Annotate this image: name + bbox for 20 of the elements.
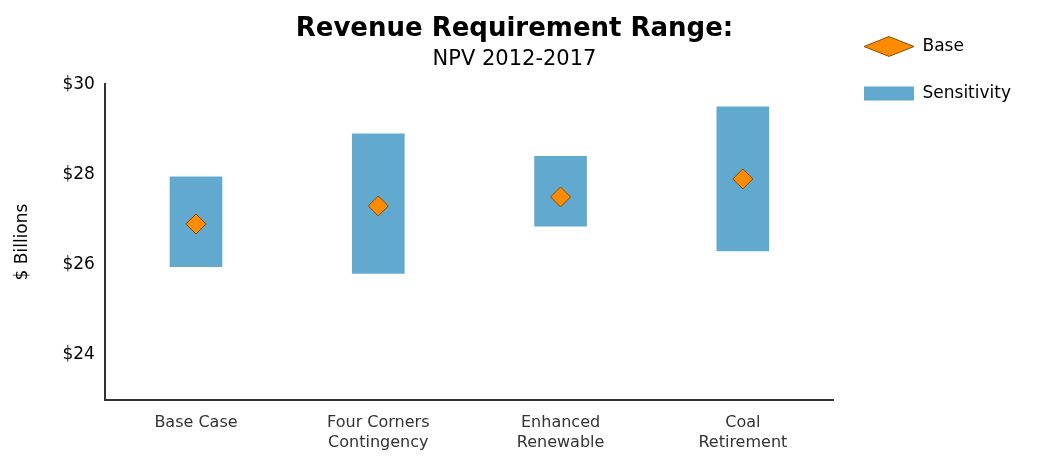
y-tick-label: $24 [62, 342, 95, 363]
bar [169, 176, 223, 268]
chart-title: Revenue Requirement Range: [295, 12, 734, 43]
x-tick-label: Base Case [154, 412, 238, 432]
legend-label: Sensitivity [922, 81, 1012, 102]
point [732, 168, 754, 190]
y-axis-title: $ Billions [10, 203, 31, 281]
bar [716, 106, 770, 252]
x-tick-label: Coal Retirement [698, 412, 788, 451]
bar [534, 156, 587, 227]
x-tick-label: Enhanced Renewable [516, 412, 605, 451]
point [185, 213, 207, 235]
chart-subtitle: NPV 2012-2017 [432, 46, 597, 71]
y-tick-label: $28 [62, 162, 95, 183]
y-tick-label: $30 [62, 72, 95, 93]
point [367, 195, 389, 217]
bar [351, 133, 405, 274]
y-tick-label: $26 [62, 252, 95, 273]
x-tick-label: Four Corners Contingency [327, 412, 430, 451]
legend-label: Base [922, 34, 964, 55]
